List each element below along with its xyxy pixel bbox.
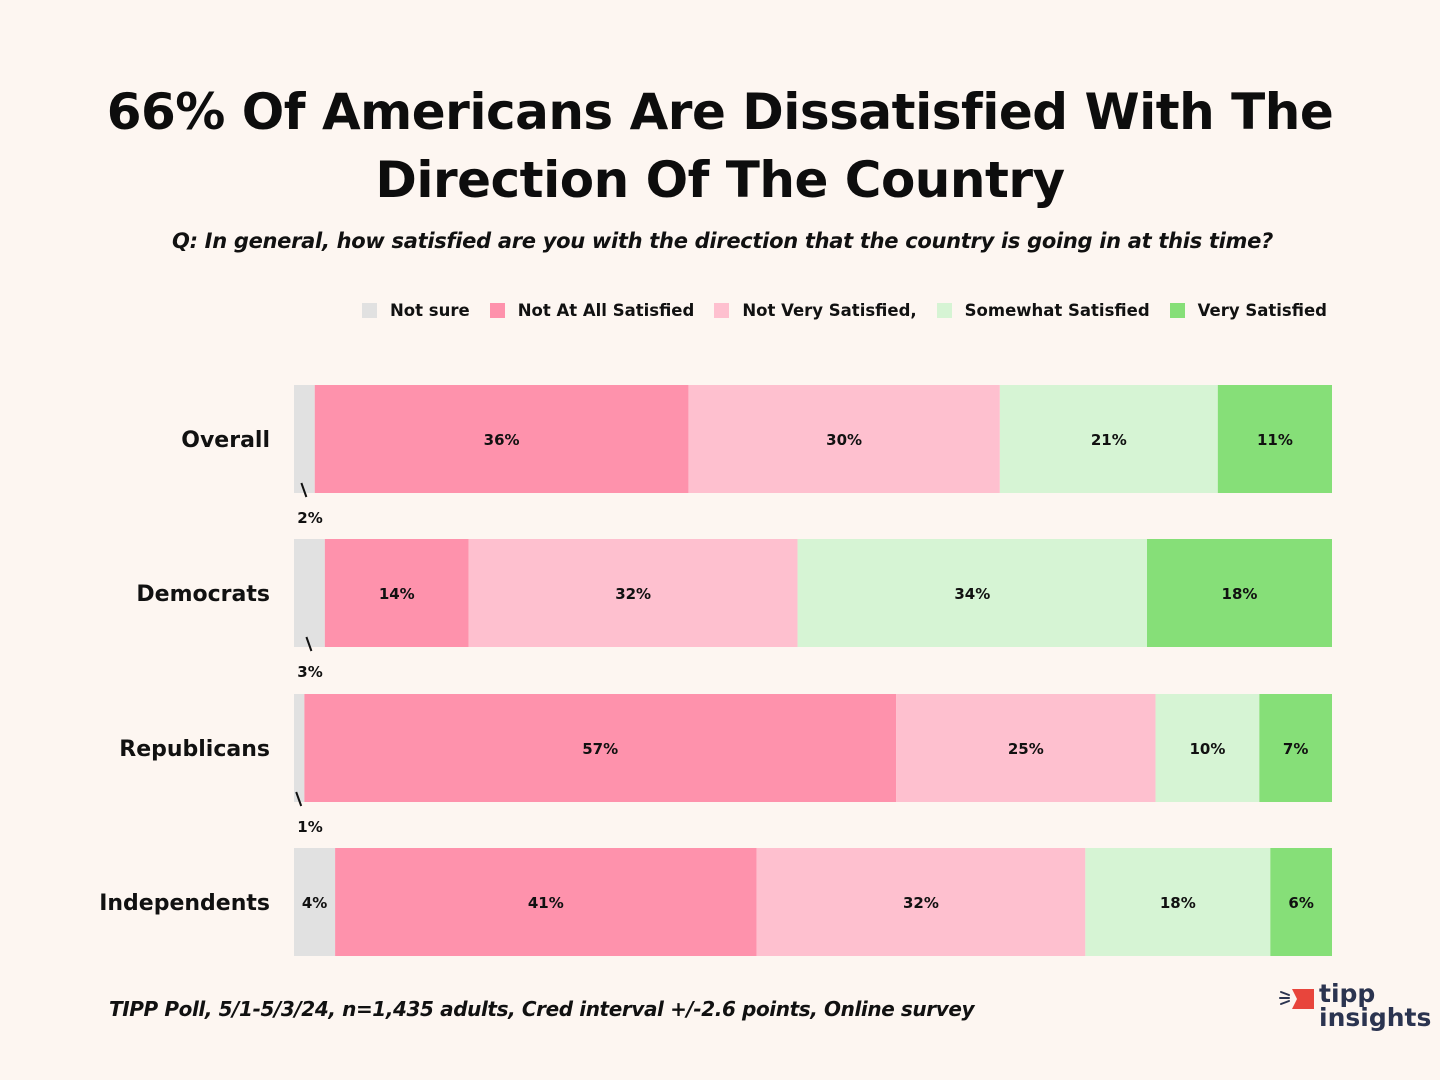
data-label: 25% <box>1008 740 1044 758</box>
bar-segment-republicans-very-satisfied <box>1259 694 1332 802</box>
legend-swatch <box>714 303 730 318</box>
bar-segment-independents-somewhat-satisfied <box>1085 848 1271 956</box>
category-label-democrats: Democrats <box>136 582 270 607</box>
category-label-overall: Overall <box>181 428 270 453</box>
category-label-republicans: Republicans <box>119 737 270 762</box>
legend-item-not-very-satisfied: Not Very Satisfied, <box>714 301 917 320</box>
bar-segment-overall-not-at-all-satisfied <box>314 385 689 493</box>
data-label: 4% <box>302 894 327 912</box>
leader-line <box>305 636 313 652</box>
data-label: 32% <box>615 585 651 603</box>
legend-swatch <box>936 303 952 318</box>
data-label: 3% <box>297 663 322 681</box>
chart-title-line-1: 66% Of Americans Are Dissatisfied With T… <box>106 83 1334 141</box>
bar-segment-independents-not-sure <box>294 848 336 956</box>
legend-item-not-sure: Not sure <box>362 301 470 320</box>
legend-item-very-satisfied: Very Satisfied <box>1169 301 1327 320</box>
data-label: 18% <box>1222 585 1258 603</box>
legend-item-somewhat-satisfied: Somewhat Satisfied <box>936 301 1150 320</box>
legend-swatch <box>1169 303 1185 318</box>
bar-segment-overall-not-sure <box>294 385 315 493</box>
legend-label: Not Very Satisfied, <box>742 301 917 320</box>
bar-segment-overall-not-very-satisfied <box>688 385 1000 493</box>
data-label: 30% <box>826 431 862 449</box>
bar-segment-democrats-not-sure <box>294 539 325 647</box>
data-label: 2% <box>297 509 322 527</box>
chart-title: 66% Of Americans Are Dissatisfied With T… <box>0 78 1440 214</box>
bar-segment-overall-somewhat-satisfied <box>999 385 1218 493</box>
bar-segment-republicans-not-sure <box>294 694 305 802</box>
data-label: 32% <box>903 894 939 912</box>
bar-segment-overall-very-satisfied <box>1217 385 1332 493</box>
bar-segment-democrats-somewhat-satisfied <box>797 539 1148 647</box>
data-label: 57% <box>582 740 618 758</box>
bar-segment-republicans-not-very-satisfied <box>896 694 1156 802</box>
legend-item-not-at-all-satisfied: Not At All Satisfied <box>489 301 695 320</box>
bar-segment-democrats-very-satisfied <box>1147 539 1332 647</box>
logo-text-insights: insights <box>1319 1003 1432 1032</box>
data-label: 10% <box>1189 740 1225 758</box>
bar-segment-republicans-not-at-all-satisfied <box>304 694 897 802</box>
legend-swatch <box>489 303 505 318</box>
data-label: 18% <box>1160 894 1196 912</box>
tipp-insights-logo: tipp insights <box>1279 979 1431 1035</box>
logo-flag-icon <box>1279 989 1314 1009</box>
legend-label: Not At All Satisfied <box>517 301 695 320</box>
legend-label: Very Satisfied <box>1197 301 1327 320</box>
data-label: 21% <box>1091 431 1127 449</box>
legend-label: Somewhat Satisfied <box>964 301 1150 320</box>
data-label: 6% <box>1288 894 1313 912</box>
data-label: 41% <box>528 894 564 912</box>
leader-line <box>295 791 303 807</box>
bar-segment-independents-very-satisfied <box>1270 848 1332 956</box>
legend-swatch <box>362 303 377 318</box>
chart-subtitle: Q: In general, how satisfied are you wit… <box>172 229 1273 253</box>
legend-label: Not sure <box>390 301 470 320</box>
data-label: 36% <box>484 431 520 449</box>
category-label-independents: Independents <box>99 891 270 916</box>
data-label: 1% <box>297 818 322 836</box>
data-label: 11% <box>1257 431 1293 449</box>
data-label: 7% <box>1283 740 1308 758</box>
bar-segment-republicans-somewhat-satisfied <box>1155 694 1260 802</box>
legend: Not sure Not At All Satisfied Not Very S… <box>362 301 1327 320</box>
data-label: 14% <box>379 585 415 603</box>
bar-segment-democrats-not-very-satisfied <box>468 539 798 647</box>
source-footnote: TIPP Poll, 5/1-5/3/24, n=1,435 adults, C… <box>109 997 975 1021</box>
data-label: 34% <box>954 585 990 603</box>
chart-title-line-2: Direction Of The Country <box>375 151 1065 209</box>
logo-text-tipp: tipp <box>1319 979 1376 1008</box>
bar-segment-democrats-not-at-all-satisfied <box>324 539 469 647</box>
bar-segment-independents-not-at-all-satisfied <box>335 848 757 956</box>
bar-segment-independents-not-very-satisfied <box>756 848 1086 956</box>
leader-line <box>300 482 308 498</box>
